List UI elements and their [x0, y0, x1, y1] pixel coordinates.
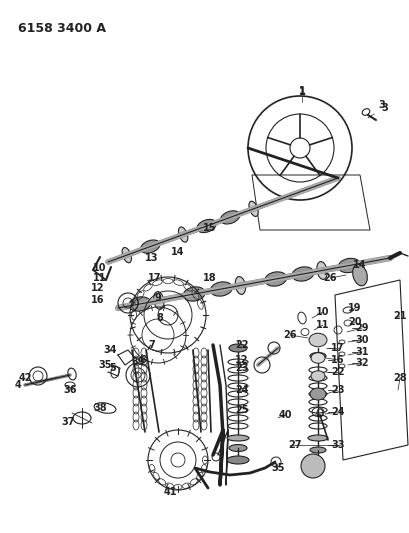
Text: 10: 10: [315, 307, 329, 317]
Text: 14: 14: [353, 260, 366, 270]
Text: 13: 13: [145, 253, 158, 263]
Ellipse shape: [309, 447, 325, 453]
Text: 32: 32: [354, 358, 368, 368]
Text: 33: 33: [330, 440, 344, 450]
Text: 1: 1: [298, 86, 305, 96]
Ellipse shape: [352, 264, 366, 286]
Text: 17: 17: [148, 273, 162, 283]
Ellipse shape: [308, 333, 326, 347]
Text: 3: 3: [378, 100, 384, 110]
Ellipse shape: [310, 353, 324, 364]
Ellipse shape: [183, 287, 204, 301]
Text: 12: 12: [235, 355, 248, 365]
Text: 14: 14: [171, 247, 184, 257]
Text: 37: 37: [61, 417, 74, 427]
Text: 29: 29: [354, 323, 368, 333]
Ellipse shape: [128, 297, 150, 311]
Text: 11: 11: [93, 273, 106, 283]
Text: 6158 3400 A: 6158 3400 A: [18, 22, 106, 35]
Text: 35: 35: [98, 360, 112, 370]
Text: 9: 9: [154, 293, 161, 303]
Ellipse shape: [309, 352, 325, 359]
Text: 23: 23: [235, 363, 248, 373]
Circle shape: [300, 454, 324, 478]
Text: 34: 34: [103, 345, 117, 355]
Text: 16: 16: [330, 355, 344, 365]
Text: 36: 36: [63, 385, 76, 395]
Text: 20: 20: [347, 317, 361, 327]
Text: 15: 15: [203, 223, 216, 233]
Ellipse shape: [316, 262, 326, 279]
Text: 30: 30: [354, 335, 368, 345]
Text: 10: 10: [93, 263, 106, 273]
Ellipse shape: [153, 292, 164, 309]
Text: 35: 35: [271, 463, 284, 473]
Text: 4: 4: [15, 380, 21, 390]
Ellipse shape: [235, 277, 245, 294]
Text: 21: 21: [392, 311, 406, 321]
Text: 23: 23: [330, 385, 344, 395]
Ellipse shape: [197, 220, 216, 232]
Text: 26: 26: [322, 273, 336, 283]
Text: 18: 18: [203, 273, 216, 283]
Text: 31: 31: [354, 347, 368, 357]
Ellipse shape: [227, 435, 248, 441]
Ellipse shape: [248, 201, 258, 216]
Ellipse shape: [220, 211, 239, 224]
Text: 39: 39: [131, 357, 144, 367]
Ellipse shape: [210, 282, 231, 296]
Ellipse shape: [291, 267, 313, 281]
Text: 41: 41: [163, 487, 176, 497]
Text: 5: 5: [109, 363, 116, 373]
Ellipse shape: [122, 247, 131, 263]
Text: 40: 40: [278, 410, 291, 420]
Text: 28: 28: [392, 373, 406, 383]
Text: 22: 22: [235, 340, 248, 350]
Text: 38: 38: [93, 403, 107, 413]
Ellipse shape: [229, 344, 246, 352]
Text: 7: 7: [148, 340, 155, 350]
Ellipse shape: [140, 240, 160, 253]
Text: 8: 8: [156, 313, 163, 323]
Ellipse shape: [229, 445, 246, 451]
Text: 17: 17: [330, 343, 344, 353]
Text: 22: 22: [330, 367, 344, 377]
Ellipse shape: [309, 388, 325, 400]
Text: 24: 24: [235, 385, 248, 395]
Ellipse shape: [337, 259, 359, 273]
Text: 16: 16: [91, 295, 104, 305]
Text: 24: 24: [330, 407, 344, 417]
Text: 11: 11: [315, 320, 329, 330]
Text: 27: 27: [288, 440, 301, 450]
Text: 3: 3: [381, 103, 387, 113]
Text: 12: 12: [91, 283, 104, 293]
Text: 19: 19: [347, 303, 361, 313]
Text: 42: 42: [18, 373, 31, 383]
Text: 6: 6: [139, 355, 146, 365]
Text: 25: 25: [235, 405, 248, 415]
Ellipse shape: [307, 435, 327, 441]
Ellipse shape: [227, 456, 248, 464]
Ellipse shape: [310, 371, 324, 381]
Text: 1: 1: [298, 87, 305, 97]
Ellipse shape: [178, 227, 187, 242]
Ellipse shape: [264, 272, 286, 286]
Text: 26: 26: [283, 330, 296, 340]
